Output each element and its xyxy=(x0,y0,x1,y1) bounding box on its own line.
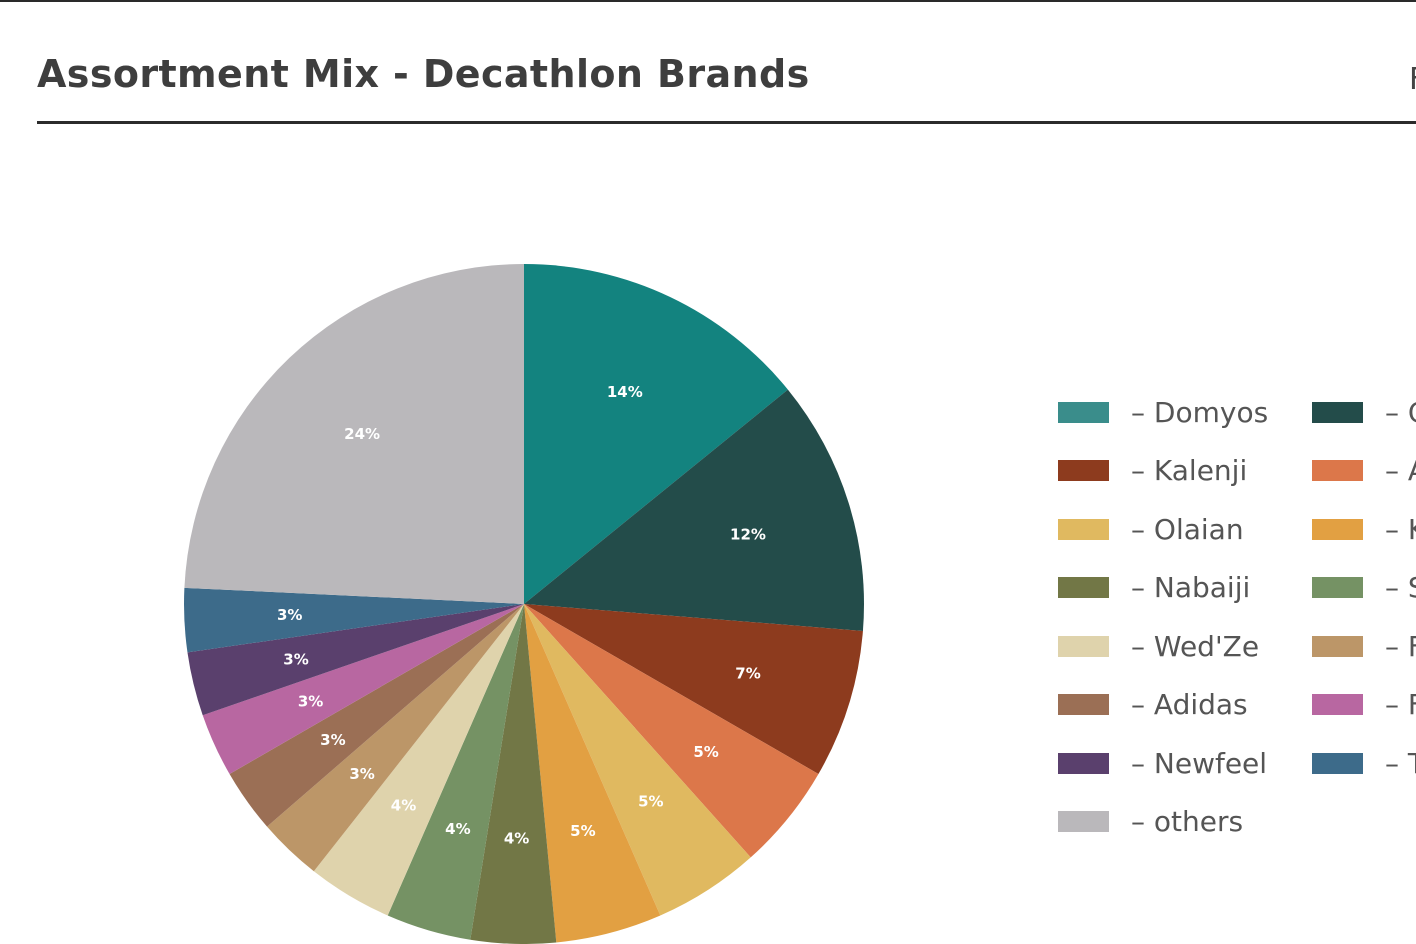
pie-slice-13-newfeel xyxy=(187,604,524,716)
legend-item: – F xyxy=(1312,688,1416,722)
title-divider xyxy=(37,121,1416,124)
legend-label: – others xyxy=(1131,805,1244,838)
pie-slice-label-1: 14% xyxy=(607,383,643,401)
pie-slice-label-10: 3% xyxy=(349,765,374,783)
pie-slice-label-12: 3% xyxy=(298,693,323,711)
legend-label: – Kalenji xyxy=(1131,454,1248,487)
pie-slice-label-2: 12% xyxy=(730,525,766,543)
pie-slice-label-9: 4% xyxy=(391,796,416,814)
legend-label: – Olaian xyxy=(1131,512,1244,546)
pie-slice-1-domyos xyxy=(524,264,788,604)
pie-slice-10-unnamed xyxy=(267,604,524,872)
pie-slice-15-others xyxy=(184,264,524,604)
legend-label: – F xyxy=(1385,688,1416,721)
legend-swatch xyxy=(1312,460,1363,481)
legend-swatch xyxy=(1058,635,1109,657)
pie-slice-label-13: 3% xyxy=(283,650,308,668)
legend-label: – T xyxy=(1385,746,1416,780)
legend-label: – S xyxy=(1385,571,1416,604)
pie-slice-8-unnamed xyxy=(387,604,524,940)
legend-item: – T xyxy=(1312,746,1416,780)
pie-slice-label-3: 7% xyxy=(735,665,760,683)
legend-item: – Domyos xyxy=(1058,395,1268,429)
pie-slices xyxy=(184,264,864,944)
pie-slice-12-unnamed xyxy=(202,604,524,774)
legend-label: – Nabaiji xyxy=(1131,571,1251,604)
legend-label: – Domyos xyxy=(1131,395,1269,429)
legend-item: – C xyxy=(1312,395,1416,429)
legend-item: – Kalenji xyxy=(1058,454,1247,488)
pie-slice-label-5: 5% xyxy=(638,792,663,810)
pie-slice-2-unnamed xyxy=(524,389,864,631)
legend-swatch xyxy=(1058,518,1109,540)
pie-slice-label-11: 3% xyxy=(320,731,345,749)
legend-swatch xyxy=(1312,635,1363,657)
legend-label: – A xyxy=(1385,454,1416,487)
legend-swatch xyxy=(1312,518,1363,540)
pie-slice-3-kalenji xyxy=(524,604,863,774)
pie-slice-14-unnamed xyxy=(184,587,524,653)
pie-slice-6-unnamed xyxy=(524,604,661,943)
legend-label: – F xyxy=(1385,629,1416,663)
pie-slice-label-14: 3% xyxy=(277,606,302,624)
legend-label: – Newfeel xyxy=(1131,746,1268,780)
top-edge-line xyxy=(0,0,1416,2)
legend-item: – S xyxy=(1312,571,1416,605)
legend-item: – others xyxy=(1058,805,1243,839)
cut-off-header-text: F xyxy=(1409,62,1416,97)
pie-slice-4-unnamed xyxy=(524,604,819,858)
legend-label: – K xyxy=(1385,512,1416,546)
pie-labels: 14%12%7%5%5%5%4%4%4%3%3%3%3%3%24% xyxy=(277,383,766,847)
pie-slice-9-wed-ze xyxy=(313,604,524,916)
legend-swatch xyxy=(1312,401,1363,423)
legend-item: – Adidas xyxy=(1058,688,1248,722)
legend-item: – Wed'Ze xyxy=(1058,629,1259,663)
pie-slice-11-adidas xyxy=(229,604,525,827)
legend-swatch xyxy=(1058,577,1109,598)
pie-slice-5-olaian xyxy=(524,604,751,916)
legend-swatch xyxy=(1058,694,1109,715)
legend-swatch xyxy=(1312,694,1363,715)
page-title: Assortment Mix - Decathlon Brands xyxy=(37,52,810,96)
legend-swatch xyxy=(1058,460,1109,481)
legend-item: – Olaian xyxy=(1058,512,1244,546)
legend-swatch xyxy=(1312,752,1363,774)
legend-item: – Newfeel xyxy=(1058,746,1267,780)
legend-item: – A xyxy=(1312,454,1416,488)
pie-slice-label-6: 5% xyxy=(570,822,595,840)
pie-slice-label-8: 4% xyxy=(445,820,470,838)
pie-slice-label-15: 24% xyxy=(344,425,380,443)
legend-item: – K xyxy=(1312,512,1416,546)
pie-slice-label-4: 5% xyxy=(693,743,718,761)
legend-label: – Wed'Ze xyxy=(1131,629,1260,663)
legend-label: – Adidas xyxy=(1131,688,1248,721)
legend-label: – C xyxy=(1385,395,1416,429)
legend-swatch xyxy=(1058,401,1109,423)
legend-swatch xyxy=(1312,577,1363,598)
legend-item: – F xyxy=(1312,629,1416,663)
legend-item: – Nabaiji xyxy=(1058,571,1250,605)
legend-swatch xyxy=(1058,811,1109,832)
pie-slice-label-7: 4% xyxy=(504,830,529,848)
pie-slice-7-nabaiji xyxy=(470,604,557,944)
legend-swatch xyxy=(1058,752,1109,774)
